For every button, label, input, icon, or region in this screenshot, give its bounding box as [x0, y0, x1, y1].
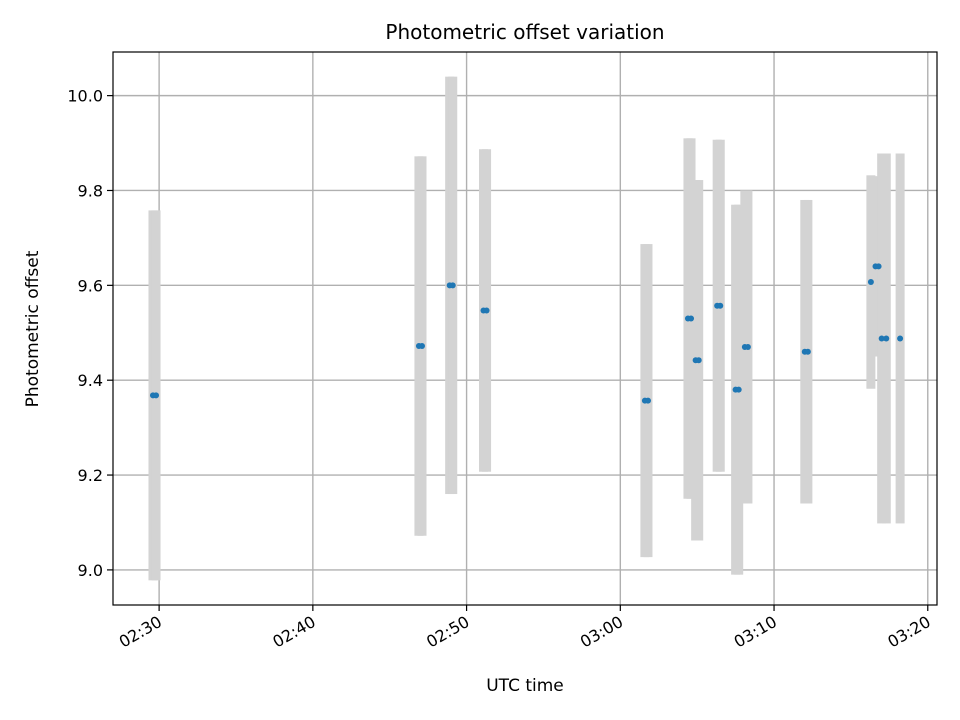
- data-point: [897, 335, 904, 342]
- data-point: [883, 335, 890, 342]
- data-point: [483, 307, 490, 314]
- y-tick-label: 9.2: [78, 466, 103, 485]
- y-tick-label: 9.6: [78, 276, 103, 295]
- data-point: [804, 348, 811, 355]
- points: [149, 263, 904, 404]
- data-point: [867, 279, 874, 286]
- y-tick-label: 10.0: [67, 87, 103, 106]
- y-tick-label: 9.8: [78, 181, 103, 200]
- data-point: [875, 263, 882, 270]
- data-point: [644, 397, 651, 404]
- data-point: [878, 335, 885, 342]
- chart-title: Photometric offset variation: [385, 20, 664, 44]
- data-point: [695, 357, 702, 364]
- plot-frame: [112, 51, 938, 606]
- data-point: [449, 282, 456, 289]
- data-point: [153, 392, 160, 399]
- y-axis-label: Photometric offset: [23, 250, 43, 407]
- y-tick-label: 9.0: [78, 561, 103, 580]
- data-point: [735, 386, 742, 393]
- data-point: [688, 315, 695, 322]
- y-tick-label: 9.4: [78, 371, 103, 390]
- data-point: [717, 302, 724, 309]
- x-axis-label: UTC time: [486, 676, 564, 696]
- data-point: [419, 343, 425, 350]
- grid: [113, 52, 937, 605]
- data-point: [744, 343, 751, 350]
